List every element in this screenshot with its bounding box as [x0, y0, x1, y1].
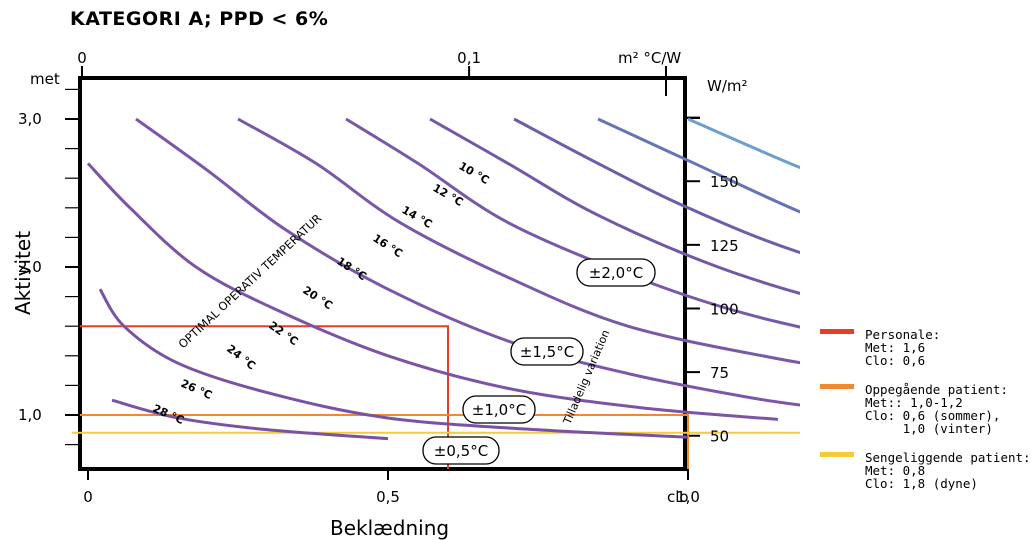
- x-unit-label: clo: [667, 488, 689, 506]
- x-top-tick-label: 0,1: [457, 49, 481, 67]
- legend-item: Sengeliggende patient: Met: 0,8 Clo: 1,8…: [820, 450, 1031, 491]
- series-line: [98, 288, 689, 439]
- y-tick-label: 3,0: [18, 110, 42, 128]
- series-label: 20 °C: [300, 284, 335, 313]
- series-label: 10 °C: [457, 159, 492, 187]
- series-line: [597, 117, 800, 214]
- band-box: [422, 436, 500, 465]
- band-label: ±1,5°C: [520, 343, 574, 361]
- series-label: 16 °C: [370, 232, 405, 261]
- y-unit-label: met: [30, 70, 60, 88]
- legend-item: Oppegående patient: Met:: 1,0-1,2 Clo: 0…: [820, 383, 1030, 435]
- band-label: ±2,0°C: [589, 264, 643, 282]
- y-axis-label: Aktivitet: [11, 231, 35, 315]
- y-tick-label: 2,0: [18, 258, 42, 276]
- y-tick-label: 1,0: [18, 406, 42, 424]
- x-tick-label: 1,0: [676, 488, 700, 506]
- series-line: [86, 162, 779, 421]
- series-line: [237, 117, 800, 365]
- series-line: [111, 398, 389, 441]
- series-line: [429, 117, 800, 296]
- legend-item: Personale: Met: 1,6 Clo: 0,6: [820, 328, 1030, 367]
- legend-text: Personale: Met: 1,6 Clo: 0,6: [865, 327, 941, 368]
- band-label: ±0,5°C: [434, 442, 488, 460]
- series-label: 22 °C: [266, 319, 300, 348]
- reference-line: [72, 431, 800, 434]
- legend-swatch: [820, 329, 854, 334]
- y-right-unit-label: W/m²: [707, 77, 748, 95]
- y-right-tick-label: 50: [710, 428, 729, 446]
- legend-text: Sengeliggende patient: Met: 0,8 Clo: 1,8…: [865, 450, 1031, 491]
- y-right-tick-label: 125: [710, 237, 739, 255]
- band-box: [510, 337, 584, 366]
- plot-frame: [78, 76, 687, 471]
- y-right-tick-label: 150: [710, 173, 739, 191]
- band-box: [462, 395, 536, 424]
- x-top-unit-label: m² °C/W: [618, 49, 681, 67]
- x-axis-label: Beklædning: [330, 516, 449, 540]
- y-right-tick-label: 75: [710, 364, 729, 382]
- series-label: 26 °C: [179, 377, 214, 402]
- series-label: 28 °C: [151, 402, 186, 427]
- x-tick-label: 0,5: [376, 488, 400, 506]
- reference-line: [80, 325, 449, 469]
- series-line: [513, 117, 800, 255]
- band-label: ±1,0°C: [472, 401, 526, 419]
- page-title: KATEGORI A; PPD < 6%: [70, 8, 329, 30]
- series-line: [135, 117, 800, 407]
- diagonal-annotation: OPTIMAL OPERATIV TEMPERATUR: [175, 211, 324, 351]
- series-line: [687, 117, 800, 170]
- legend: Personale: Met: 1,6 Clo: 0,6 Oppegående p…: [820, 328, 1031, 506]
- comfort-chart: met W/m² m² °C/W clo Beklædning Aktivite…: [11, 49, 800, 540]
- reference-line: [80, 414, 689, 469]
- legend-swatch: [820, 384, 854, 389]
- legend-swatch: [820, 452, 854, 457]
- x-top-tick-label: 0: [77, 49, 87, 67]
- series-line: [345, 117, 800, 329]
- legend-text: Oppegående patient: Met:: 1,0-1,2 Clo: 0…: [865, 382, 1008, 436]
- y-right-tick-label: 100: [710, 300, 739, 318]
- band-box: [576, 258, 656, 287]
- series-label: 24 °C: [224, 342, 258, 372]
- x-tick-label: 0: [83, 488, 93, 506]
- series-label: 18 °C: [334, 255, 369, 284]
